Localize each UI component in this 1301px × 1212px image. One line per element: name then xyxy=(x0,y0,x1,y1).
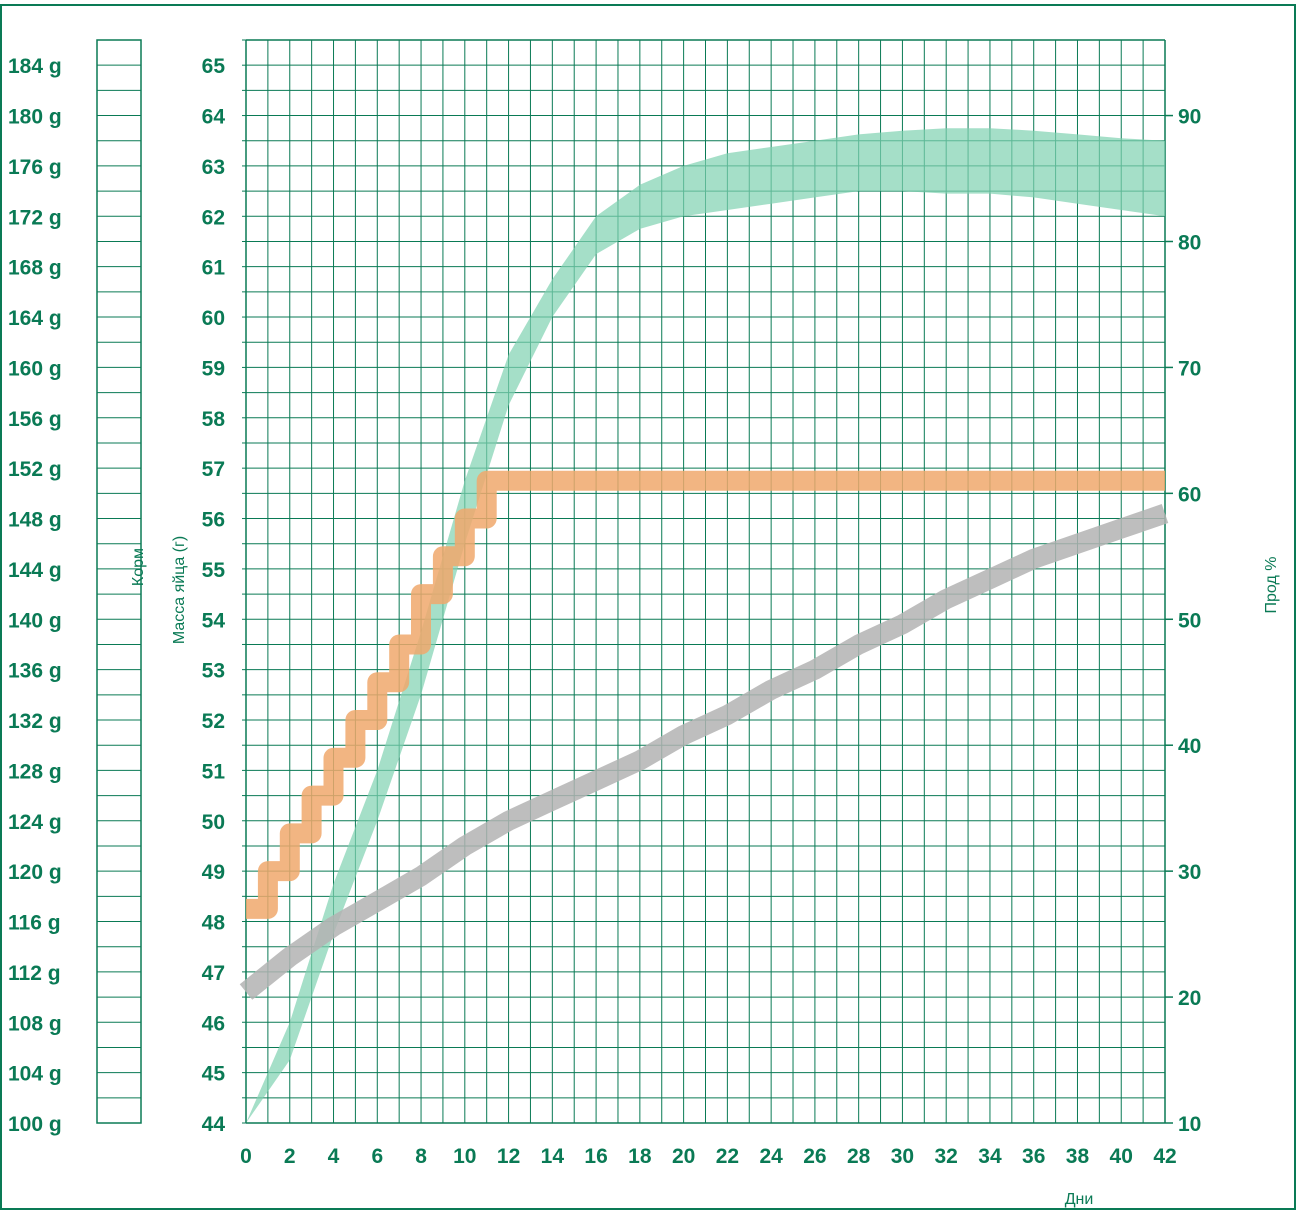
feed-tick-label: 148 g xyxy=(8,509,62,532)
productivity-tick-label: 90 xyxy=(1178,106,1201,129)
feed-tick-label: 156 g xyxy=(8,408,62,431)
x-tick-label: 0 xyxy=(240,1145,252,1168)
feed-axis-column xyxy=(96,39,142,1124)
egg-mass-tick-label: 58 xyxy=(202,408,226,431)
feed-tick-label: 136 g xyxy=(8,660,62,683)
x-tick-label: 12 xyxy=(497,1145,520,1168)
productivity-axis-title: Прод % xyxy=(1263,557,1280,614)
egg-mass-line xyxy=(239,504,1169,1000)
egg-mass-tick-label: 47 xyxy=(202,962,225,985)
feed-tick-label: 180 g xyxy=(8,106,62,129)
x-tick-label: 20 xyxy=(672,1145,695,1168)
chart-labels: 184 g 180 g 176 g 172 g 168 g 164 g 160 g 156 g… xyxy=(8,55,1201,1168)
feed-tick-label: 132 g xyxy=(8,710,62,733)
feed-tick-label: 172 g xyxy=(8,206,62,229)
productivity-tick-label: 20 xyxy=(1178,987,1201,1010)
x-tick-label: 2 xyxy=(284,1145,296,1168)
feed-axis-title: Корм xyxy=(130,548,147,586)
chart-grid xyxy=(242,39,1166,1124)
egg-mass-tick-label: 60 xyxy=(202,307,225,330)
feed-tick-label: 168 g xyxy=(8,257,62,280)
x-tick-label: 28 xyxy=(847,1145,871,1168)
productivity-tick-label: 70 xyxy=(1178,357,1201,380)
x-tick-label: 32 xyxy=(935,1145,958,1168)
x-tick-label: 8 xyxy=(415,1145,427,1168)
feed-tick-label: 104 g xyxy=(8,1063,62,1086)
feed-tick-label: 140 g xyxy=(8,609,62,632)
egg-mass-tick-label: 65 xyxy=(202,55,226,78)
productivity-tick-label: 30 xyxy=(1178,861,1201,884)
x-tick-label: 22 xyxy=(716,1145,739,1168)
productivity-tick-label: 60 xyxy=(1178,483,1201,506)
egg-mass-tick-label: 64 xyxy=(202,106,226,129)
feed-tick-label: 128 g xyxy=(8,760,62,783)
feed-tick-label: 164 g xyxy=(8,307,62,330)
egg-mass-tick-label: 63 xyxy=(202,156,225,179)
feed-tick-label: 120 g xyxy=(8,861,62,884)
egg-mass-tick-label: 52 xyxy=(202,710,225,733)
egg-mass-tick-label: 55 xyxy=(202,559,226,582)
feed-tick-label: 152 g xyxy=(8,458,62,481)
egg-mass-tick-label: 56 xyxy=(202,509,225,532)
egg-mass-tick-label: 48 xyxy=(202,912,226,935)
feed-tick-label: 160 g xyxy=(8,357,62,380)
feed-tick-label: 108 g xyxy=(8,1012,62,1035)
x-tick-label: 36 xyxy=(1022,1145,1045,1168)
productivity-tick-label: 10 xyxy=(1178,1113,1201,1136)
feed-tick-label: 116 g xyxy=(8,912,61,935)
egg-mass-axis-title: Масса яйца (г) xyxy=(171,536,188,644)
productivity-tick-label: 40 xyxy=(1178,735,1201,758)
x-tick-label: 4 xyxy=(328,1145,340,1168)
productivity-tick-label: 80 xyxy=(1178,231,1201,254)
egg-mass-tick-label: 59 xyxy=(202,357,225,380)
x-tick-label: 6 xyxy=(371,1145,383,1168)
x-tick-label: 30 xyxy=(891,1145,914,1168)
egg-mass-tick-label: 57 xyxy=(202,458,225,481)
feed-tick-label: 112 g xyxy=(8,962,61,985)
egg-mass-tick-label: 61 xyxy=(202,257,226,280)
x-tick-label: 14 xyxy=(541,1145,565,1168)
egg-mass-tick-label: 46 xyxy=(202,1012,225,1035)
egg-mass-tick-label: 45 xyxy=(202,1063,226,1086)
x-tick-label: 26 xyxy=(803,1145,826,1168)
egg-mass-tick-label: 49 xyxy=(202,861,225,884)
x-tick-label: 38 xyxy=(1066,1145,1090,1168)
egg-mass-tick-label: 50 xyxy=(202,811,225,834)
productivity-tick-label: 50 xyxy=(1178,609,1201,632)
egg-mass-tick-label: 53 xyxy=(202,660,225,683)
feed-tick-label: 144 g xyxy=(8,559,62,582)
feed-column-frame xyxy=(96,39,142,1124)
feed-tick-label: 176 g xyxy=(8,156,62,179)
feed-tick-label: 184 g xyxy=(8,55,62,78)
x-tick-label: 16 xyxy=(584,1145,607,1168)
feed-step-line xyxy=(246,470,1165,919)
egg-mass-tick-label: 51 xyxy=(202,760,226,783)
x-tick-label: 24 xyxy=(759,1145,783,1168)
x-tick-label: 10 xyxy=(453,1145,476,1168)
x-tick-label: 42 xyxy=(1153,1145,1176,1168)
x-axis-title: Дни xyxy=(1065,1191,1094,1208)
egg-mass-tick-label: 54 xyxy=(202,609,226,632)
chart-series xyxy=(239,128,1169,1123)
x-tick-label: 40 xyxy=(1110,1145,1133,1168)
egg-mass-tick-label: 62 xyxy=(202,206,225,229)
feed-tick-label: 100 g xyxy=(8,1113,62,1136)
x-tick-label: 34 xyxy=(978,1145,1002,1168)
x-tick-label: 18 xyxy=(628,1145,652,1168)
egg-mass-tick-label: 44 xyxy=(202,1113,226,1136)
feed-tick-label: 124 g xyxy=(8,811,62,834)
